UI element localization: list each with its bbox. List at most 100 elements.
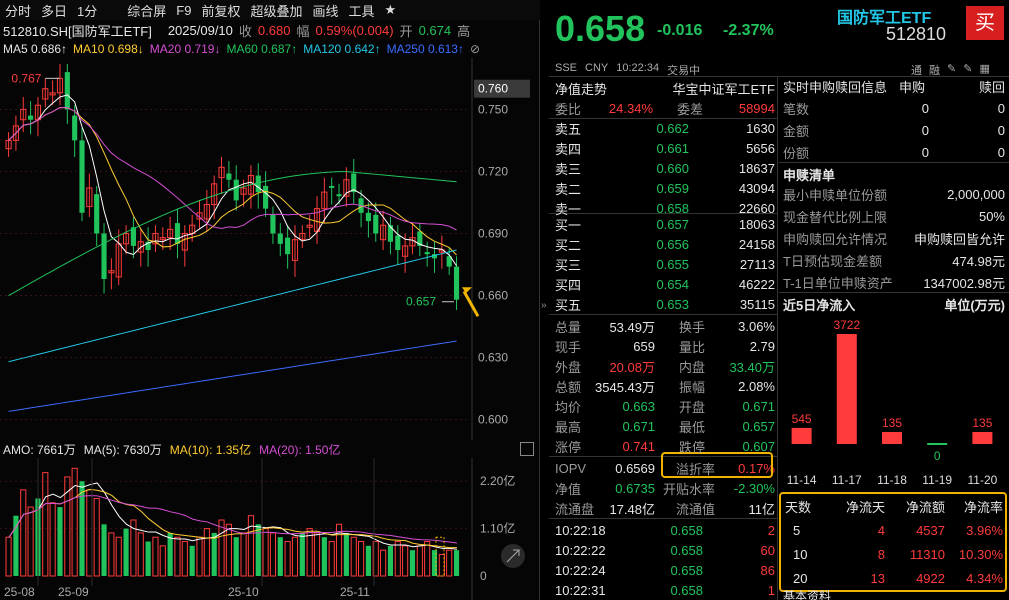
book-price: 0.656 — [656, 236, 689, 252]
tab-multiday[interactable]: 多日 — [41, 3, 68, 19]
volume-bar — [152, 536, 159, 577]
book-volume: 35115 — [739, 296, 775, 312]
book-volume: 43094 — [738, 180, 775, 196]
amo-value: AMO: 7661万 — [3, 442, 76, 457]
book-row[interactable]: 卖五 0.662 1630 — [555, 118, 775, 138]
volume-chart[interactable]: 2.20亿 1.10亿 0 25-08 25-09 25-10 25-11 — [0, 458, 540, 600]
tab-tools[interactable]: 工具 — [348, 3, 375, 19]
volume-bar — [5, 536, 12, 577]
volume-bar — [115, 536, 122, 577]
fund-name: 华宝中证军工ETF — [672, 81, 775, 97]
expand-icon[interactable] — [520, 442, 534, 456]
flow-days: 5 — [793, 522, 801, 538]
candlestick-chart[interactable]: 0.760 0.750 0.720 0.690 0.660 0.630 0.600 0.767… — [0, 58, 540, 440]
flow-days: 20 — [793, 570, 808, 586]
tab-draw[interactable]: 画线 — [312, 3, 339, 19]
y-tick-label: 0.720 — [478, 164, 508, 178]
netflow-value-label: 135 — [882, 416, 902, 430]
premium-label: 溢折率 — [675, 461, 715, 477]
edit-icon[interactable]: ✎ — [947, 63, 957, 75]
x-tick-label: 25-10 — [228, 585, 259, 599]
volume-bar — [306, 528, 313, 577]
stat-row: 均价 0.663 开盘 0.671 — [555, 396, 775, 416]
stat-value: 659 — [633, 338, 655, 354]
netflow-value-label: 0 — [934, 449, 941, 463]
col-purchase: 申购 — [899, 79, 926, 95]
book-row[interactable]: 买一 0.657 18063 — [555, 214, 775, 234]
pen-icon[interactable]: ✎ — [963, 63, 973, 75]
hide-ma-icon[interactable]: ⊘ — [469, 42, 481, 56]
vol-y-tick: 0 — [480, 569, 487, 583]
grid-icon[interactable]: ▦ — [979, 63, 990, 75]
tab-composite[interactable]: 综合屏 — [127, 3, 167, 19]
candle-body — [226, 173, 232, 180]
collapse-arrow-icon[interactable]: » — [541, 300, 547, 311]
tab-overlay[interactable]: 超级叠加 — [250, 3, 303, 19]
book-row[interactable]: 买五 0.653 35115 — [555, 294, 775, 314]
tick-volume: 60 — [760, 542, 775, 558]
tick-price: 0.658 — [670, 582, 703, 598]
candle-body — [255, 175, 261, 193]
ma20-line — [8, 107, 457, 231]
flow-rate: 3.96% — [966, 522, 1003, 538]
open-value: 0.674 — [418, 22, 452, 38]
tab-f9[interactable]: F9 — [176, 2, 192, 18]
stat-label: 换手 — [678, 319, 705, 335]
book-row[interactable]: 卖二 0.659 43094 — [555, 178, 775, 198]
volume-bar — [255, 524, 261, 576]
tab-1min[interactable]: 1分 — [77, 3, 98, 19]
stat-value: 0.671 — [742, 398, 775, 414]
volume-bar — [42, 472, 49, 577]
realtime-purchase: 0 — [921, 100, 929, 116]
redeem-label: 现金替代比例上限 — [783, 209, 888, 225]
tong-icon[interactable]: 通 — [911, 65, 922, 77]
star-icon[interactable]: ★ — [384, 2, 397, 17]
book-volume: 22660 — [738, 200, 775, 216]
candle-body — [380, 224, 387, 241]
volume-bar — [233, 537, 239, 576]
flow-table-row: 5 4 4537 3.96% — [785, 520, 1005, 540]
volume-bar — [394, 541, 401, 577]
vol-y-tick: 1.10亿 — [480, 521, 515, 536]
ma5-line — [8, 94, 457, 267]
book-row[interactable]: 买三 0.655 27113 — [555, 254, 775, 274]
y-tick-label: 0.630 — [478, 351, 508, 365]
price-change-pct: -2.37% — [723, 22, 774, 39]
candle-body — [72, 115, 78, 141]
nav-label: 净值 — [555, 481, 582, 497]
volume-bar — [167, 532, 173, 576]
volume-bar — [247, 515, 254, 577]
y-tick-label: 0.750 — [478, 102, 508, 116]
book-row[interactable]: 买四 0.654 46222 — [555, 274, 775, 294]
iopv-value: 0.6569 — [615, 460, 655, 476]
volume-bar — [387, 545, 394, 576]
book-row[interactable]: 卖一 0.658 22660 — [555, 198, 775, 218]
ma120-value: MA120 0.642↑ — [303, 42, 381, 56]
amo-ma5-line — [8, 482, 458, 550]
stat-label: 外盘 — [555, 359, 582, 375]
book-volume: 46222 — [738, 276, 775, 292]
candle-body — [270, 214, 276, 234]
volume-bar — [86, 489, 93, 577]
rong-icon[interactable]: 融 — [929, 65, 940, 77]
volume-bar — [174, 536, 181, 577]
book-row[interactable]: 买二 0.656 24158 — [555, 234, 775, 254]
book-row[interactable]: 卖三 0.660 18637 — [555, 158, 775, 178]
volume-bar — [64, 476, 71, 577]
tab-forward-adjust[interactable]: 前复权 — [201, 3, 241, 19]
volume-bar — [101, 524, 107, 576]
tab-intraday[interactable]: 分时 — [5, 3, 32, 19]
ma10-line — [8, 107, 457, 256]
nav-trend-link[interactable]: 净值走势 — [555, 81, 608, 97]
tick-price: 0.658 — [670, 522, 703, 538]
redeem-label: T-1日单位申赎资产 — [783, 275, 893, 291]
y-tick-label: 0.690 — [478, 226, 508, 240]
netflow-bar-chart: 545 11-14 3722 11-17 135 11-18 0 11-19 135 11-20 — [787, 318, 998, 487]
volume-bar — [402, 545, 409, 577]
candle-body — [12, 125, 19, 141]
redeem-value: 1347002.98元 — [923, 275, 1005, 291]
buy-button[interactable]: 买 — [966, 6, 1004, 40]
candle-body — [181, 232, 188, 251]
book-row[interactable]: 卖四 0.661 5656 — [555, 138, 775, 158]
stat-value: 2.08% — [738, 378, 775, 394]
